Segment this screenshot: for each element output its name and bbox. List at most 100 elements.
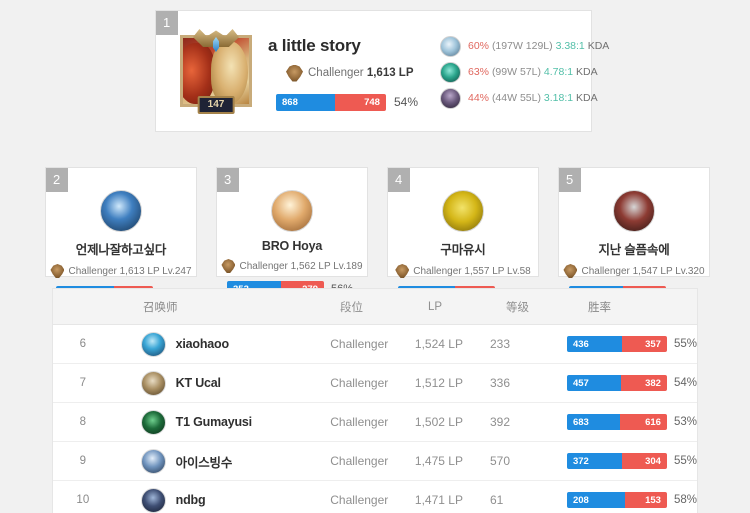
losses-segment: 357 [621,336,667,352]
wins-segment: 208 [566,492,625,508]
tier-row: Challenger 1,613 LP Lv.247 [50,264,192,278]
row-summoner[interactable]: 아이스빙수 [113,448,331,474]
wins-segment: 372 [566,453,622,469]
table-row[interactable]: 8 T1 Gumayusi Challenger 1,502 LP 392 68… [53,403,697,442]
table-row[interactable]: 10 ndbg Challenger 1,471 LP 61 208 153 5… [53,481,697,513]
tier-row: Challenger 1,562 LP Lv.189 [221,259,363,273]
table-row[interactable]: 9 아이스빙수 Challenger 1,475 LP 570 372 304 … [53,442,697,481]
winrate-value: 55% [673,338,697,350]
losses-segment: 304 [621,453,667,469]
rank-badge: 2 [46,168,69,192]
column-header-summoner[interactable]: 召唤师 [143,301,178,314]
row-lp: 1,502 LP [414,415,463,429]
losses-segment: 748 [335,93,386,111]
column-header-level[interactable]: 等级 [506,301,529,314]
rank-3-card[interactable]: 3 BRO Hoya Challenger 1,562 LP Lv.189 35… [216,167,368,297]
champion-icon-3 [440,87,461,109]
summoner-avatar-icon [140,370,166,396]
summoner-avatar-icon [442,190,484,232]
ranking-table: 召唤师 段位 LP 等级 胜率 6 xiaohaoo Challenger 1,… [52,288,698,513]
column-header-tier[interactable]: 段位 [340,301,363,314]
summoner-avatar-icon [140,331,166,357]
row-level: 570 [489,454,511,468]
row-tier: Challenger [330,415,389,429]
summoner-avatar-icon [140,448,166,474]
wins-segment: 436 [566,336,622,352]
rank-badge: 1 [156,11,179,35]
champion-stats-list: 60% (197W 129L) 3.38:1 KDA 63% (99W 57L)… [440,31,609,111]
row-rank: 8 [79,416,87,428]
row-tier: Challenger [330,376,389,390]
tier-row: Challenger 1,613 LP [286,64,418,82]
rank-5-card[interactable]: 5 지난 슬픔속에 Challenger 1,547 LP Lv.320 399… [558,167,710,302]
summoner-name: BRO Hoya [261,239,323,253]
column-header-lp[interactable]: LP [428,300,443,313]
challenger-crest-icon [395,264,410,278]
row-level: 392 [489,415,511,429]
challenger-crest-icon [286,64,303,82]
tier-label: Challenger 1,613 LP Lv.247 [68,265,192,277]
winrate-value: 55% [673,455,697,467]
tier-row: Challenger 1,557 LP Lv.58 [395,264,531,278]
wins-segment: 457 [566,375,622,391]
tier-label: Challenger 1,547 LP Lv.320 [581,265,705,277]
table-row[interactable]: 7 KT Ucal Challenger 1,512 LP 336 457 38… [53,364,697,403]
tier-label: Challenger 1,613 LP [308,67,414,79]
win-loss-row: 868 748 54% [276,93,418,111]
tier-label: Challenger 1,557 LP Lv.58 [413,265,531,277]
summoner-profile-icon: 147 [180,29,252,114]
summoner-name: 언제나잘하고싶다 [75,243,167,257]
losses-segment: 153 [624,492,667,508]
win-loss-bar: 208 153 [566,492,667,508]
row-summoner[interactable]: T1 Gumayusi [113,409,331,435]
winrate-value: 54% [673,377,697,389]
champion-stat-row: 63% (99W 57L) 4.78:1 KDA [440,59,609,85]
challenger-crest-icon [563,264,578,278]
champion-stat-row: 44% (44W 55L) 3.18:1 KDA [440,85,609,111]
win-loss-bar: 436 357 [566,336,667,352]
row-lp: 1,524 LP [414,337,463,351]
summoner-avatar-icon [100,190,142,232]
row-tier: Challenger [330,337,389,351]
row-summoner[interactable]: ndbg [113,487,331,513]
row-winrate: 683 616 53% [566,414,697,430]
table-row[interactable]: 6 xiaohaoo Challenger 1,524 LP 233 436 3… [53,325,697,364]
row-tier: Challenger [330,493,389,507]
win-loss-bar: 372 304 [566,453,667,469]
summoner-name: 구마유시 [440,243,486,257]
summoner-avatar-icon [613,190,655,232]
row-winrate: 372 304 55% [566,453,697,469]
row-rank: 9 [79,455,87,467]
champion-stat-row: 60% (197W 129L) 3.38:1 KDA [440,33,609,59]
champion-stat-text: 60% (197W 129L) 3.38:1 KDA [468,40,610,52]
summoner-avatar-icon [140,409,166,435]
summoner-avatar-icon [271,190,313,232]
winrate-value: 58% [673,494,697,506]
row-tier: Challenger [330,454,389,468]
row-winrate: 208 153 58% [566,492,697,508]
summoner-name: 아이스빙수 [175,455,233,470]
champion-stat-text: 44% (44W 55L) 3.18:1 KDA [468,92,598,104]
row-summoner[interactable]: KT Ucal [113,370,331,396]
summoner-name: ndbg [175,493,206,507]
challenger-crest-icon [221,259,236,273]
wins-segment: 868 [276,93,336,111]
level-badge: 147 [197,96,235,114]
row-summoner[interactable]: xiaohaoo [113,331,331,357]
summoner-name: xiaohaoo [175,337,229,351]
column-header-winrate[interactable]: 胜率 [588,301,611,314]
tier-row: Challenger 1,547 LP Lv.320 [563,264,705,278]
rank-1-card[interactable]: 1 147 a little story Challenger 1,613 LP [155,10,609,132]
gem-icon [213,37,219,52]
rank-2-card[interactable]: 2 언제나잘하고싶다 Challenger 1,613 LP Lv.247 23… [45,167,197,302]
rank-badge: 4 [388,168,411,192]
losses-segment: 382 [621,375,667,391]
row-lp: 1,475 LP [414,454,463,468]
win-loss-bar: 868 748 [276,93,386,111]
row-rank: 6 [79,338,87,350]
champion-icon-1 [440,35,461,57]
summoner-name: T1 Gumayusi [175,415,253,429]
rank-4-card[interactable]: 4 구마유시 Challenger 1,557 LP Lv.58 203 144… [387,167,539,302]
summoner-name: KT Ucal [175,376,221,390]
row-lp: 1,512 LP [414,376,463,390]
